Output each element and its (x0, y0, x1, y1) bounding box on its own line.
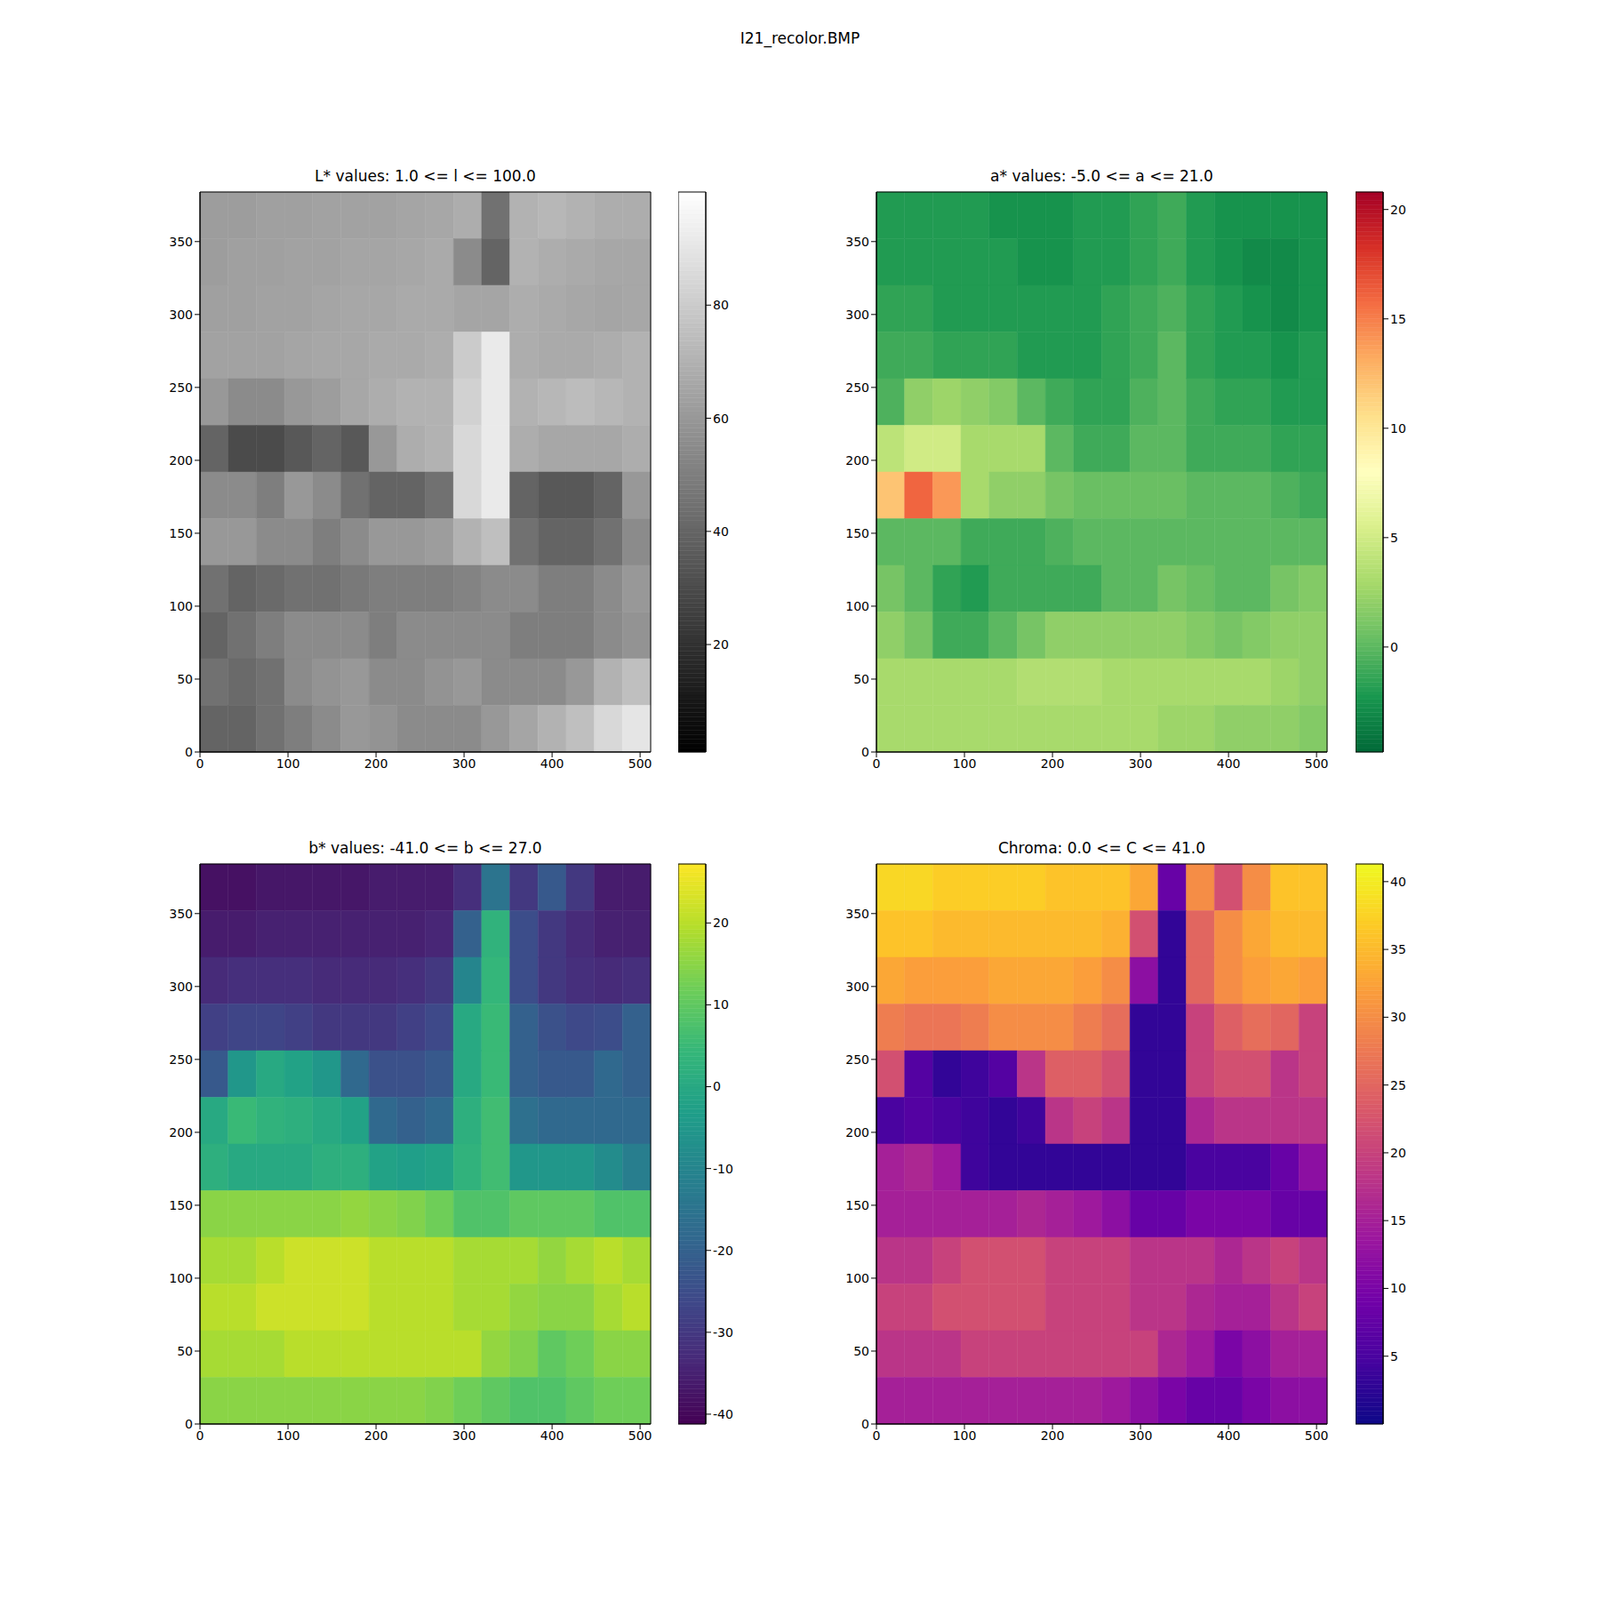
svg-text:200: 200 (168, 1125, 193, 1140)
svg-text:80: 80 (712, 297, 729, 312)
svg-text:30: 30 (1390, 1009, 1407, 1024)
svg-text:0: 0 (196, 756, 205, 771)
svg-text:50: 50 (853, 1344, 870, 1359)
svg-text:150: 150 (168, 526, 193, 541)
svg-text:-40: -40 (712, 1407, 734, 1422)
svg-text:300: 300 (168, 307, 193, 322)
svg-text:400: 400 (540, 1428, 565, 1443)
svg-text:200: 200 (1040, 1428, 1065, 1443)
svg-text:250: 250 (845, 380, 870, 395)
svg-text:20: 20 (712, 915, 729, 930)
svg-text:0: 0 (872, 1428, 881, 1443)
html-text:I21_recolor.BMP: I21_recolor.BMP (740, 29, 860, 48)
svg-text:0: 0 (196, 1428, 205, 1443)
svg-text:400: 400 (1216, 756, 1241, 771)
svg-text:300: 300 (1128, 756, 1153, 771)
svg-text:150: 150 (845, 526, 870, 541)
svg-text:40: 40 (1390, 874, 1407, 889)
svg-text:100: 100 (952, 1428, 977, 1443)
svg-text:300: 300 (1128, 1428, 1153, 1443)
svg-text:0: 0 (861, 1416, 870, 1432)
svg-text:300: 300 (168, 979, 193, 994)
svg-text:300: 300 (845, 979, 870, 994)
svg-text:500: 500 (628, 756, 653, 771)
svg-text:150: 150 (845, 1198, 870, 1213)
svg-text:50: 50 (176, 672, 193, 687)
svg-text:500: 500 (628, 1428, 653, 1443)
svg-text:25: 25 (1390, 1078, 1407, 1093)
svg-text:100: 100 (845, 1271, 870, 1286)
svg-text:350: 350 (845, 234, 870, 249)
svg-text:200: 200 (364, 1428, 389, 1443)
html-text:a* values: -5.0 <= a <= 21.0: a* values: -5.0 <= a <= 21.0 (990, 167, 1214, 185)
svg-text:0: 0 (184, 744, 193, 760)
svg-text:350: 350 (845, 906, 870, 921)
svg-text:300: 300 (452, 756, 477, 771)
svg-text:10: 10 (1390, 421, 1407, 436)
svg-text:200: 200 (1040, 756, 1065, 771)
svg-text:20: 20 (1390, 202, 1407, 217)
svg-text:5: 5 (1390, 1349, 1399, 1364)
svg-text:400: 400 (540, 756, 565, 771)
svg-text:350: 350 (168, 234, 193, 249)
svg-text:250: 250 (168, 380, 193, 395)
svg-text:500: 500 (1304, 756, 1329, 771)
svg-text:300: 300 (452, 1428, 477, 1443)
svg-text:300: 300 (845, 307, 870, 322)
svg-text:60: 60 (712, 411, 729, 426)
svg-text:0: 0 (712, 1079, 721, 1094)
svg-text:0: 0 (872, 756, 881, 771)
svg-text:40: 40 (712, 524, 729, 539)
svg-text:250: 250 (168, 1052, 193, 1067)
svg-text:-20: -20 (712, 1243, 734, 1258)
svg-text:5: 5 (1390, 530, 1399, 545)
svg-text:20: 20 (712, 637, 729, 652)
svg-text:200: 200 (364, 756, 389, 771)
svg-text:50: 50 (853, 672, 870, 687)
html-text:Chroma: 0.0 <= C <= 41.0: Chroma: 0.0 <= C <= 41.0 (998, 839, 1206, 857)
svg-text:350: 350 (168, 906, 193, 921)
svg-text:0: 0 (184, 1416, 193, 1432)
html-text:b* values: -41.0 <= b <= 27.0: b* values: -41.0 <= b <= 27.0 (308, 839, 542, 857)
svg-text:20: 20 (1390, 1145, 1407, 1160)
svg-text:100: 100 (952, 756, 977, 771)
svg-text:400: 400 (1216, 1428, 1241, 1443)
svg-text:500: 500 (1304, 1428, 1329, 1443)
svg-text:100: 100 (168, 1271, 193, 1286)
svg-text:0: 0 (861, 744, 870, 760)
svg-text:100: 100 (845, 599, 870, 614)
svg-text:250: 250 (845, 1052, 870, 1067)
svg-text:-10: -10 (712, 1161, 734, 1176)
svg-text:50: 50 (176, 1344, 193, 1359)
svg-text:15: 15 (1390, 1213, 1407, 1228)
svg-text:10: 10 (1390, 1280, 1407, 1296)
svg-text:200: 200 (845, 453, 870, 468)
svg-text:100: 100 (276, 1428, 301, 1443)
svg-text:200: 200 (845, 1125, 870, 1140)
svg-text:35: 35 (1390, 942, 1407, 957)
svg-text:10: 10 (712, 997, 729, 1012)
svg-text:-30: -30 (712, 1325, 734, 1340)
svg-text:100: 100 (276, 756, 301, 771)
svg-text:0: 0 (1390, 640, 1399, 655)
svg-text:100: 100 (168, 599, 193, 614)
svg-text:200: 200 (168, 453, 193, 468)
html-text:L* values: 1.0 <= l <= 100.0: L* values: 1.0 <= l <= 100.0 (314, 167, 536, 185)
svg-text:15: 15 (1390, 312, 1407, 327)
svg-text:150: 150 (168, 1198, 193, 1213)
